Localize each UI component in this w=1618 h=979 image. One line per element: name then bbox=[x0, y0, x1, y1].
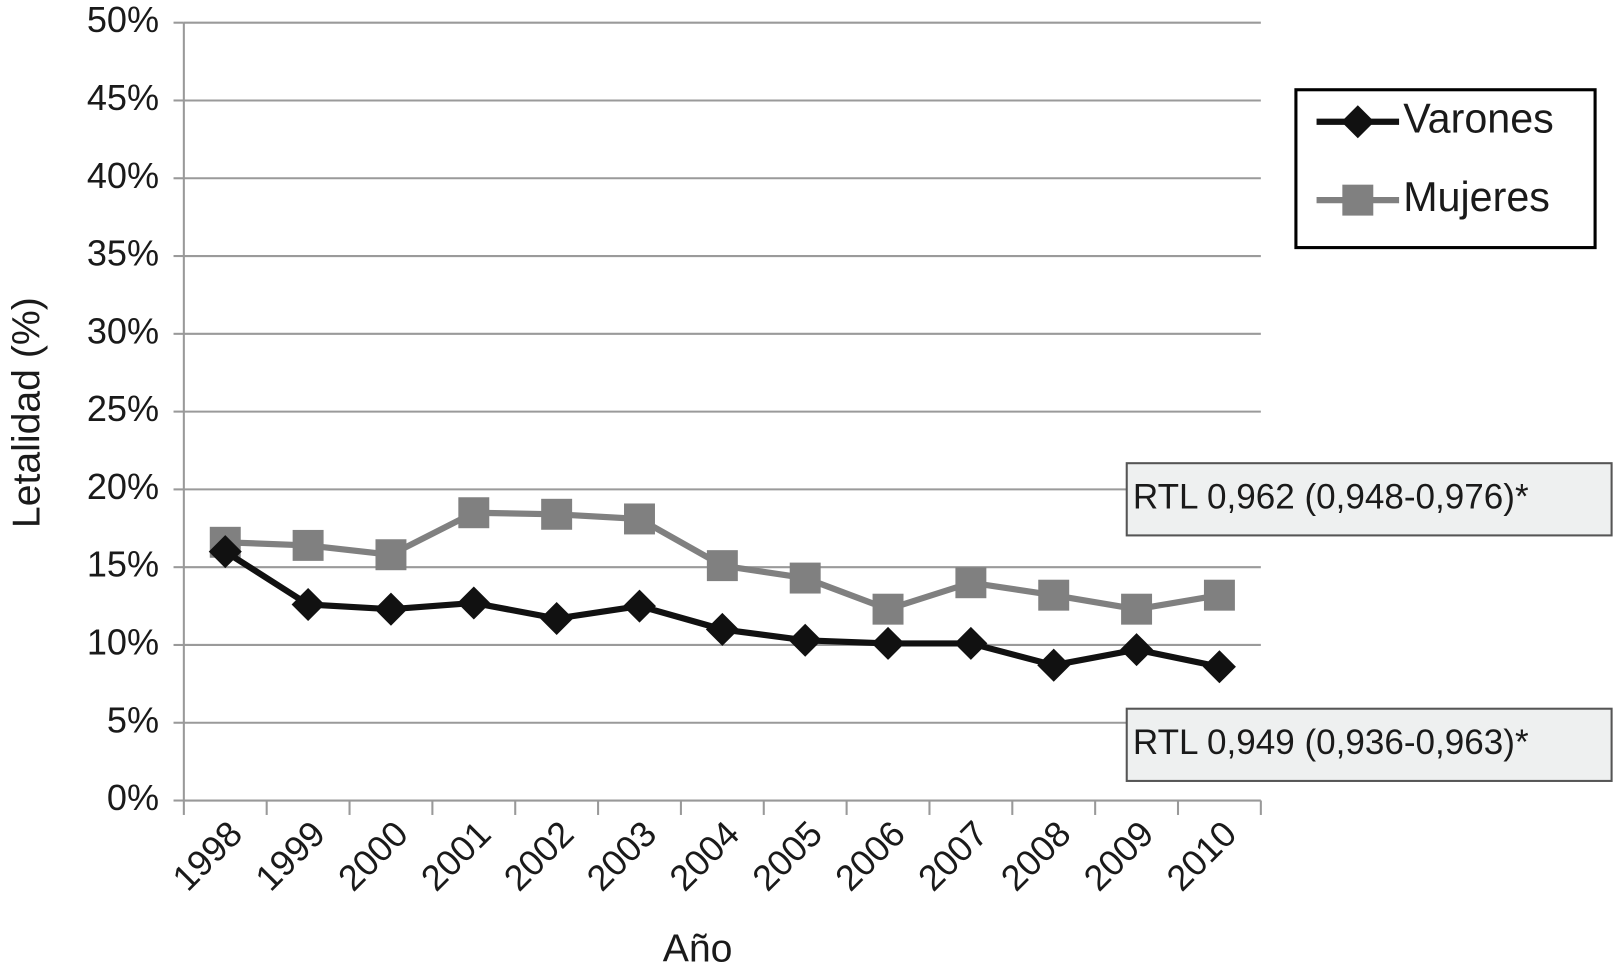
y-tick-label: 20% bbox=[87, 466, 159, 507]
annotation-box bbox=[1125, 707, 1613, 782]
x-tick-label: 2010 bbox=[1158, 813, 1244, 899]
marker bbox=[457, 586, 491, 620]
x-axis-label: Año bbox=[663, 928, 733, 971]
marker bbox=[788, 623, 822, 657]
y-tick-label: 35% bbox=[87, 233, 159, 274]
marker bbox=[1342, 184, 1374, 216]
legend-label: Varones bbox=[1403, 96, 1554, 142]
x-tick-label: 2000 bbox=[330, 813, 416, 899]
x-tick-label: 2006 bbox=[827, 813, 913, 899]
y-tick-label: 5% bbox=[107, 699, 159, 740]
x-tick-label: 1999 bbox=[247, 813, 333, 899]
y-axis-label: Letalidad (%) bbox=[5, 297, 48, 528]
marker bbox=[292, 529, 324, 561]
marker bbox=[871, 626, 905, 660]
marker bbox=[789, 562, 821, 594]
annotation: RTL 0,949 (0,936-0,963)* bbox=[1133, 723, 1529, 762]
y-tick-label: 40% bbox=[87, 155, 159, 196]
marker bbox=[1341, 105, 1375, 139]
x-tick-label: 2004 bbox=[661, 813, 747, 899]
x-tick-label: 2009 bbox=[1076, 813, 1162, 899]
y-tick-label: 0% bbox=[107, 777, 159, 818]
y-tick-label: 50% bbox=[87, 0, 159, 40]
y-tick-label: 25% bbox=[87, 388, 159, 429]
marker bbox=[872, 593, 904, 625]
x-tick-label: 2008 bbox=[993, 813, 1079, 899]
marker bbox=[706, 550, 738, 582]
marker bbox=[540, 602, 574, 636]
y-tick-label: 30% bbox=[87, 310, 159, 351]
marker bbox=[1121, 593, 1153, 625]
x-tick-label: 2002 bbox=[496, 813, 582, 899]
marker bbox=[291, 588, 325, 622]
marker bbox=[458, 497, 490, 529]
annotation-box bbox=[1125, 462, 1613, 537]
x-tick-label: 2001 bbox=[413, 813, 499, 899]
y-tick-label: 45% bbox=[87, 77, 159, 118]
marker bbox=[1203, 579, 1235, 611]
marker bbox=[955, 567, 987, 599]
marker bbox=[1202, 650, 1236, 684]
y-tick-label: 10% bbox=[87, 621, 159, 662]
x-tick-label: 2005 bbox=[744, 813, 830, 899]
marker bbox=[374, 592, 408, 626]
marker bbox=[622, 589, 657, 623]
marker bbox=[705, 612, 739, 646]
y-tick-label: 15% bbox=[87, 544, 159, 585]
legend-box bbox=[1294, 88, 1597, 250]
x-tick-label: 2007 bbox=[910, 813, 996, 899]
x-tick-label: 1998 bbox=[164, 813, 250, 899]
marker bbox=[624, 503, 655, 535]
annotation: RTL 0,962 (0,948-0,976)* bbox=[1133, 478, 1529, 517]
marker bbox=[954, 626, 988, 660]
marker bbox=[375, 539, 407, 571]
marker bbox=[1038, 579, 1070, 611]
marker bbox=[541, 498, 573, 530]
legend-label: Mujeres bbox=[1403, 174, 1550, 220]
marker bbox=[1120, 633, 1154, 667]
x-tick-label: 2003 bbox=[579, 813, 665, 899]
marker bbox=[1037, 648, 1071, 682]
